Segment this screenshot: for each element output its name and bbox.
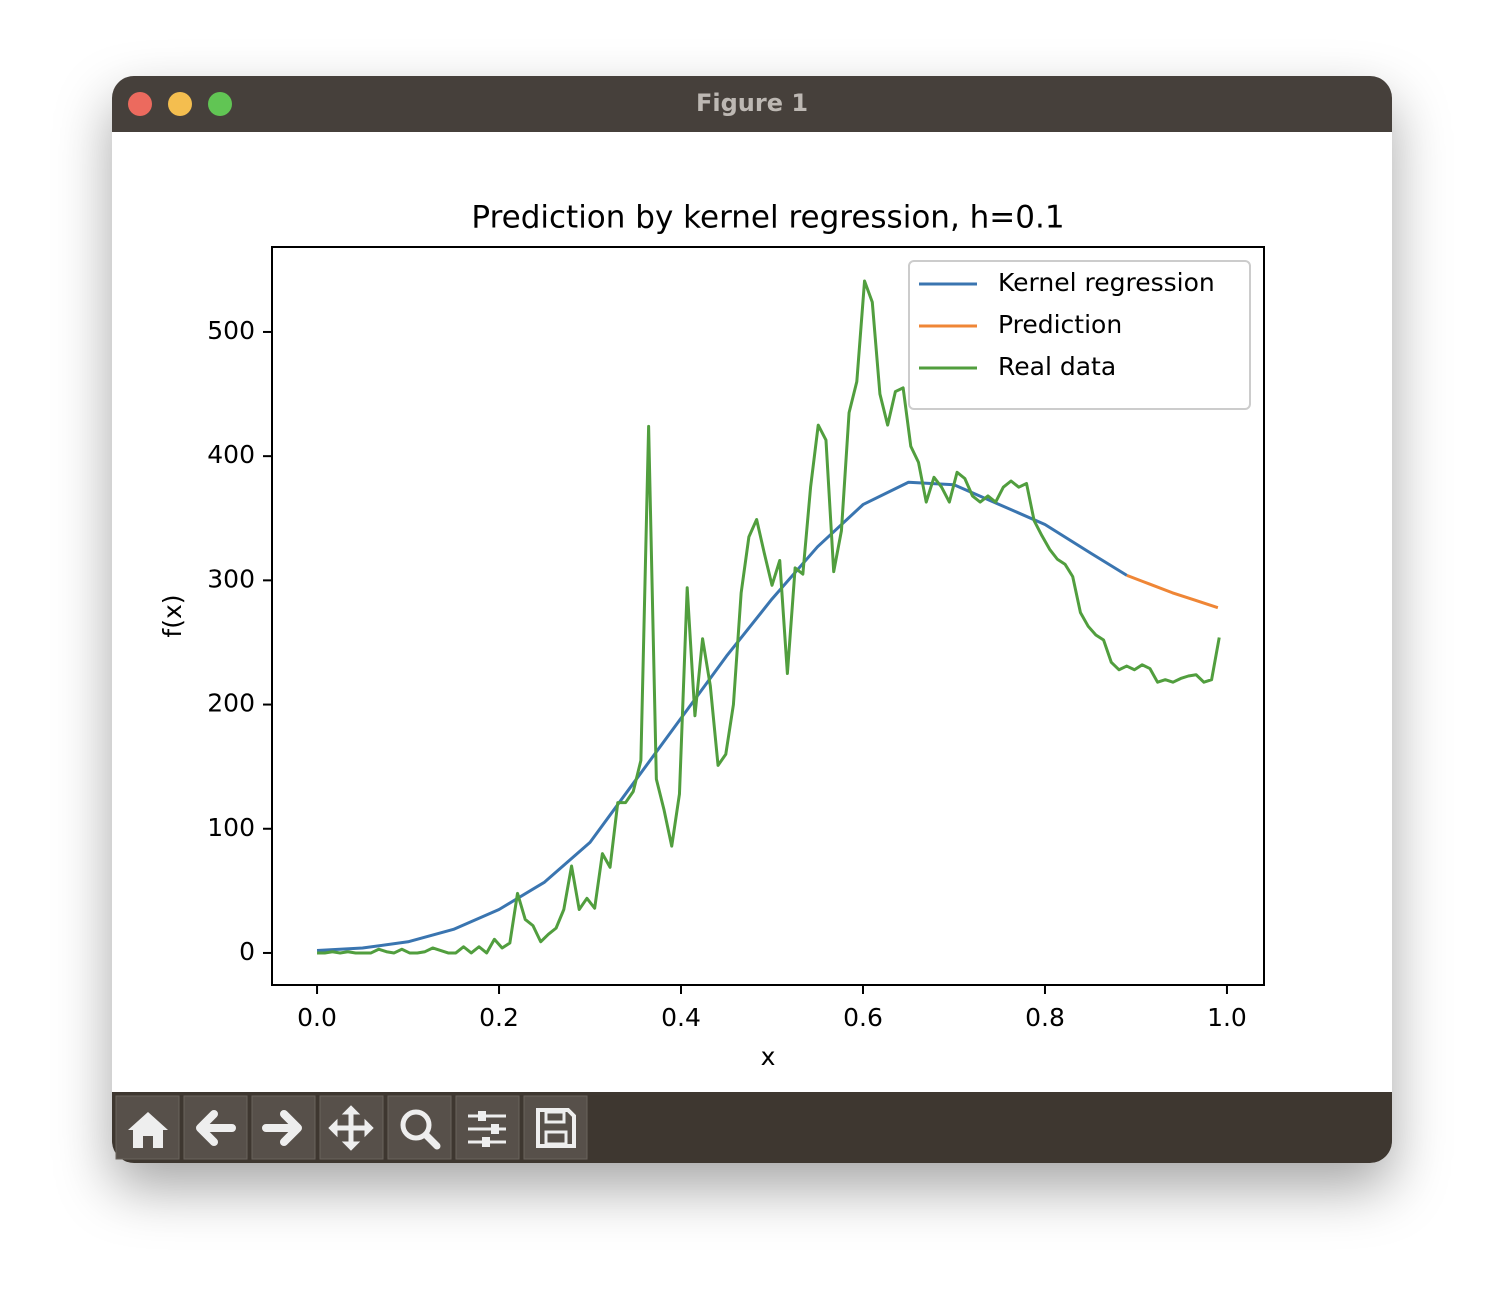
chart-title: Prediction by kernel regression, h=0.1 bbox=[471, 200, 1064, 236]
window-title: Figure 1 bbox=[696, 89, 808, 117]
minimize-button[interactable] bbox=[168, 92, 192, 116]
legend-label: Kernel regression bbox=[998, 268, 1215, 297]
x-tick-label: 0.2 bbox=[479, 1003, 519, 1032]
save-button[interactable] bbox=[523, 1095, 588, 1160]
y-tick-label: 300 bbox=[207, 564, 255, 593]
y-tick-label: 500 bbox=[207, 316, 255, 345]
x-tick-label: 0.6 bbox=[843, 1003, 883, 1032]
y-axis-label: f(x) bbox=[158, 594, 187, 637]
legend-label: Prediction bbox=[998, 310, 1122, 339]
y-tick-label: 100 bbox=[207, 813, 255, 842]
home-button[interactable] bbox=[115, 1095, 180, 1160]
x-axis-label: x bbox=[761, 1042, 776, 1071]
line bbox=[317, 279, 1221, 955]
y-tick-label: 400 bbox=[207, 440, 255, 469]
y-tick-label: 200 bbox=[207, 689, 255, 718]
toolbar-icons bbox=[128, 1105, 576, 1151]
line bbox=[316, 480, 1128, 952]
x-tick-label: 0.8 bbox=[1025, 1003, 1065, 1032]
y-tick-label: 0 bbox=[239, 937, 255, 966]
x-tick-label: 0.4 bbox=[661, 1003, 701, 1032]
x-tick-label: 0.0 bbox=[297, 1003, 337, 1032]
window bbox=[112, 76, 1392, 1163]
zoom-tool-button[interactable] bbox=[387, 1095, 452, 1160]
x-tick-label: 1.0 bbox=[1207, 1003, 1247, 1032]
line bbox=[1126, 573, 1219, 610]
legend-label: Real data bbox=[998, 352, 1116, 381]
close-button[interactable] bbox=[128, 92, 152, 116]
axes-frame bbox=[271, 246, 1265, 986]
zoom-button[interactable] bbox=[208, 92, 232, 116]
legend-box bbox=[908, 260, 1251, 410]
title-bar bbox=[112, 76, 1392, 132]
